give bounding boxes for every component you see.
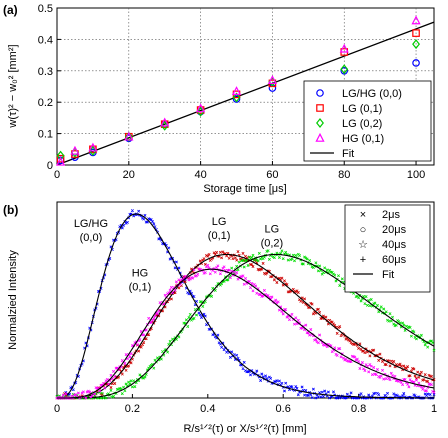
data-point: [267, 75, 278, 85]
panel-b-curves: [55, 209, 436, 400]
panel-b-curve-labels: LG/HG (0,0) LG (0,1) LG (0,2) HG (0,1): [74, 216, 283, 294]
legend-box: [303, 80, 432, 162]
curve-label: (0,2): [261, 237, 284, 249]
panel-a-ylabel: w(τ)² − w₀² [mm²]: [7, 44, 19, 128]
legend-label: LG/HG (0,0): [342, 88, 402, 100]
legend-marker: ×: [360, 209, 366, 221]
curve-label: LG: [212, 216, 227, 228]
panel-b-ticks: 0 0.2 0.4 0.6 0.8 1: [54, 394, 437, 415]
y-tick-label: 0.3: [38, 66, 53, 78]
legend-label: 20μs: [382, 224, 407, 236]
y-tick-label: 0.1: [38, 129, 53, 141]
fit-line: [56, 21, 435, 166]
data-point: [160, 117, 170, 127]
legend-box: [344, 204, 431, 293]
data-point: [412, 29, 420, 37]
legend-label: 60μs: [382, 254, 407, 266]
curve-label: LG/HG: [74, 218, 108, 230]
panel-a-xlabel: Storage time [μs]: [203, 183, 286, 195]
legend-marker: ☆: [358, 239, 368, 251]
legend-label: LG (0,1): [342, 103, 382, 115]
data-point: [412, 59, 420, 67]
legend-marker: [316, 118, 324, 128]
data-point: [88, 142, 98, 152]
x-tick-label: 1: [431, 403, 437, 415]
legend-marker: +: [360, 254, 366, 266]
data-point: [411, 15, 421, 25]
panel-a-points: [56, 15, 421, 166]
data-point: [339, 43, 349, 53]
x-tick-label: 40: [194, 169, 206, 181]
legend-entries: LG/HG (0,0) LG (0,1) LG (0,2) HG (0,1) Fit: [310, 88, 402, 160]
x-tick-label: 0: [54, 403, 60, 415]
legend-label: 2μs: [382, 209, 400, 221]
x-tick-label: 60: [266, 169, 278, 181]
x-tick-label: 80: [338, 169, 350, 181]
x-tick-label: 0: [54, 169, 60, 181]
legend-label: 40μs: [382, 239, 407, 251]
panel-b-ylabel: Normalzied Intensity: [7, 250, 19, 350]
panel-b-label: (b): [3, 203, 18, 217]
data-point: [124, 131, 134, 141]
legend-marker: [316, 89, 324, 97]
y-tick-label: 0: [47, 160, 53, 172]
curve-label: HG: [132, 268, 149, 280]
fit-curve: [57, 253, 435, 399]
x-tick-label: 0.6: [276, 403, 291, 415]
x-tick-label: 100: [407, 169, 425, 181]
legend-label: Fit: [382, 269, 394, 281]
panel-b: (b) 0 0.2 0.4 0.6 0.8 1 LG/HG (0,0) LG (0,1) LG (0…: [3, 201, 437, 435]
panel-a: (a) 0 20 40 60 80 100 0 0.1 0.2 0.3 0.4 0.5 Storage…: [3, 3, 435, 195]
panel-b-xlabel: R/s¹ᐟ²(τ) or X/s¹ᐟ²(τ) [mm]: [183, 423, 306, 435]
data-point: [88, 145, 97, 156]
data-point: [412, 39, 421, 50]
fit-curve: [57, 213, 434, 399]
legend-marker: [316, 104, 324, 112]
y-tick-label: 0.5: [38, 3, 53, 15]
x-tick-label: 0.8: [351, 403, 366, 415]
legend-marker: ○: [360, 224, 367, 236]
data-point: [196, 106, 205, 117]
data-point: [160, 120, 169, 131]
x-tick-label: 0.4: [200, 403, 215, 415]
y-tick-label: 0.4: [38, 34, 53, 46]
fit-curve: [57, 268, 435, 399]
x-tick-label: 0.2: [125, 403, 140, 415]
data-point: [56, 154, 65, 163]
curve-label: (0,0): [80, 232, 103, 244]
panel-b-legend: × 2μs ○ 20μs ☆ 40μs + 60μs Fit: [344, 204, 431, 293]
legend-label: LG (0,2): [342, 118, 382, 130]
curve-label: LG: [265, 223, 280, 235]
x-tick-label: 20: [123, 169, 135, 181]
curve-label: (0,1): [129, 282, 152, 294]
data-point: [231, 86, 242, 96]
legend-label: Fit: [342, 148, 354, 160]
data-point: [70, 145, 80, 155]
data-point: [232, 92, 241, 103]
data-point: [56, 156, 66, 166]
panel-a-legend: LG/HG (0,0) LG (0,1) LG (0,2) HG (0,1) Fit: [303, 80, 432, 162]
data-point: [196, 103, 206, 113]
curve-label: (0,1): [208, 230, 231, 242]
fit-curve: [57, 253, 435, 399]
legend-marker: [315, 132, 325, 142]
panel-a-label: (a): [3, 3, 18, 17]
legend-entries: × 2μs ○ 20μs ☆ 40μs + 60μs Fit: [353, 209, 407, 281]
data-point: [340, 64, 349, 75]
data-point: [56, 150, 65, 161]
y-tick-label: 0.2: [38, 97, 53, 109]
data-point: [124, 131, 133, 142]
legend-label: HG (0,1): [342, 133, 384, 145]
